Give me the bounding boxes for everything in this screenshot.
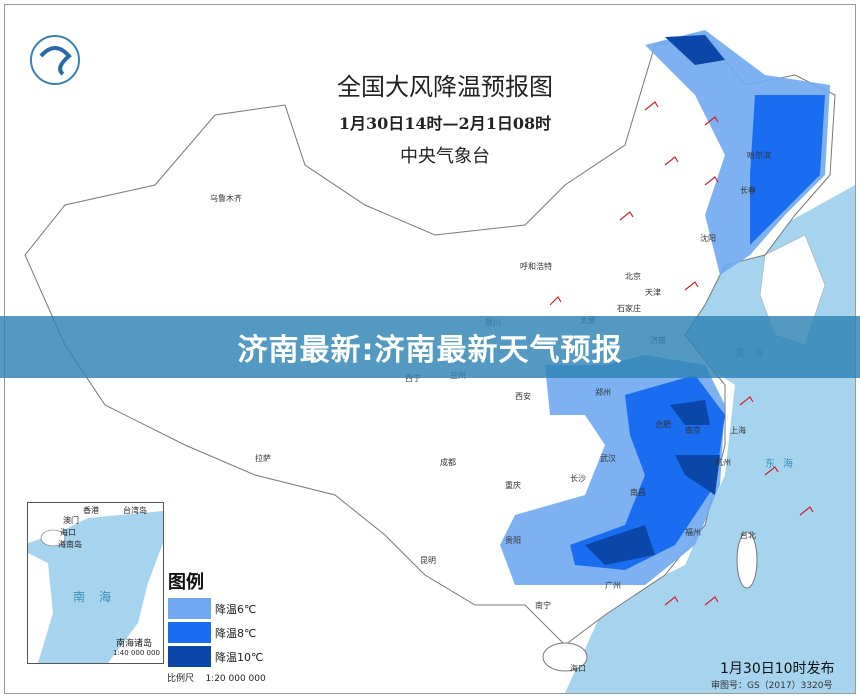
city-label: 武汉	[600, 454, 616, 463]
map-title: 全国大风降温预报图	[337, 73, 553, 101]
city-label: 呼和浩特	[520, 262, 552, 271]
inset-label: 台湾岛	[123, 506, 147, 515]
wind-barbs	[549, 101, 814, 606]
city-label: 海口	[570, 664, 586, 673]
city-label: 哈尔滨	[747, 151, 771, 160]
legend-swatch	[168, 646, 211, 667]
city-label: 石家庄	[617, 304, 641, 313]
map-scale: 比例尺 1:20 000 000	[167, 674, 266, 684]
city-label: 乌鲁木齐	[210, 194, 242, 203]
sea-area-north	[705, 185, 855, 295]
legend-item: 降温8℃	[168, 622, 263, 643]
legend-swatch	[168, 598, 211, 619]
legend-label: 降温8℃	[215, 626, 257, 640]
issue-time: 1月30日10时发布	[720, 661, 835, 677]
city-label: 台北	[740, 531, 756, 540]
legend-item: 降温6℃	[168, 598, 263, 619]
city-label: 北京	[625, 272, 641, 281]
south-china-sea-inset: 香港 台湾岛 澳门 海口 海南岛 南海 南海诸岛 1:40 000 000	[27, 502, 164, 664]
sea-label-east: 东海	[765, 459, 801, 470]
legend-item: 降温10℃	[168, 646, 263, 667]
city-label: 重庆	[505, 481, 521, 490]
city-label: 沈阳	[700, 234, 716, 243]
legend: 图例 降温6℃ 降温8℃ 降温10℃	[168, 568, 263, 670]
cooling-zone-6	[645, 30, 830, 275]
cooling-zone-10-north	[665, 35, 725, 65]
legend-label: 降温6℃	[215, 602, 257, 616]
city-label: 西安	[515, 392, 531, 401]
cooling-zone-8-north	[750, 95, 825, 245]
legend-title: 图例	[168, 572, 204, 593]
cma-logo	[30, 35, 80, 85]
city-label: 西宁	[405, 374, 421, 383]
city-label: 长春	[740, 186, 756, 195]
city-label: 成都	[440, 458, 456, 467]
city-label: 昆明	[420, 556, 436, 565]
inset-label: 香港	[83, 506, 99, 515]
city-label: 长沙	[570, 474, 586, 483]
forecast-period: 1月30日14时—2月1日08时	[338, 114, 552, 133]
city-label: 郑州	[595, 388, 611, 397]
city-label: 贵阳	[505, 536, 521, 545]
issuer: 中央气象台	[400, 146, 490, 167]
inset-label: 海口	[60, 528, 76, 537]
city-label: 杭州	[715, 458, 731, 467]
map-approval-number: 审图号：GS（2017）3320号	[711, 681, 833, 691]
city-label: 南京	[685, 426, 701, 435]
inset-label: 南海诸岛	[116, 639, 153, 649]
city-label: 福州	[685, 528, 701, 537]
legend-swatch	[168, 622, 211, 643]
inset-scale: 1:40 000 000	[113, 649, 160, 657]
city-label: 南宁	[535, 601, 551, 610]
headline-banner: 济南最新:济南最新天气预报	[0, 316, 860, 378]
legend-label: 降温10℃	[215, 650, 264, 664]
city-label: 广州	[605, 581, 621, 590]
city-label: 拉萨	[255, 454, 271, 463]
city-label: 上海	[730, 426, 746, 435]
inset-sea-label: 南海	[73, 590, 126, 604]
inset-land	[28, 503, 163, 663]
inset-label: 澳门	[63, 516, 79, 525]
city-label: 南昌	[630, 488, 646, 497]
cooling-zone-10-south	[585, 400, 720, 565]
headline-text: 济南最新:济南最新天气预报	[237, 333, 623, 368]
city-label: 合肥	[655, 420, 671, 429]
hainan-island	[542, 642, 588, 672]
inset-label: 海南岛	[58, 540, 82, 549]
map-title-block: 全国大风降温预报图 1月30日14时—2月1日08时 中央气象台	[305, 67, 585, 168]
taiwan-island	[736, 531, 758, 589]
city-label: 天津	[645, 288, 661, 297]
